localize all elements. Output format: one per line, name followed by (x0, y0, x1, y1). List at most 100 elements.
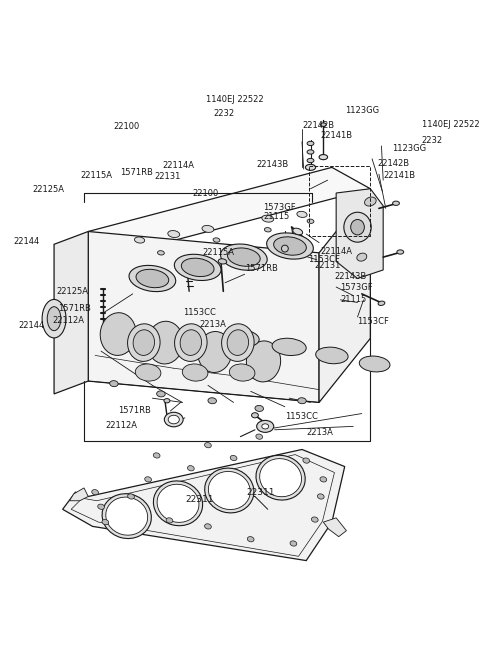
Ellipse shape (166, 518, 173, 523)
Ellipse shape (252, 413, 258, 418)
Ellipse shape (154, 481, 203, 526)
Text: 1153CC: 1153CC (183, 308, 216, 317)
Text: 1140EJ 22522: 1140EJ 22522 (206, 95, 264, 104)
Ellipse shape (198, 332, 232, 373)
Ellipse shape (316, 347, 348, 364)
Ellipse shape (260, 459, 301, 497)
Ellipse shape (145, 477, 152, 482)
Ellipse shape (188, 466, 194, 471)
Ellipse shape (164, 399, 170, 403)
Ellipse shape (360, 356, 390, 372)
Text: 1573GF: 1573GF (264, 203, 296, 212)
Ellipse shape (319, 154, 328, 160)
Text: 22125A: 22125A (57, 287, 89, 296)
Polygon shape (70, 488, 88, 501)
Text: 22131: 22131 (155, 172, 181, 181)
Ellipse shape (281, 245, 288, 252)
Ellipse shape (228, 248, 260, 266)
Text: 22142B: 22142B (302, 121, 335, 129)
Ellipse shape (208, 397, 216, 404)
Text: 22143B: 22143B (335, 272, 367, 281)
Ellipse shape (208, 472, 250, 510)
Text: 22142B: 22142B (377, 158, 409, 168)
Text: 22141B: 22141B (383, 171, 415, 181)
Text: 22112A: 22112A (52, 315, 84, 325)
Text: 22100: 22100 (192, 189, 218, 198)
Text: 2232: 2232 (421, 135, 443, 145)
Text: 22112A: 22112A (105, 421, 137, 430)
Text: 22114A: 22114A (162, 161, 194, 170)
Ellipse shape (42, 300, 66, 338)
Ellipse shape (307, 219, 314, 223)
Text: 22131: 22131 (315, 261, 341, 270)
Ellipse shape (290, 541, 297, 546)
Ellipse shape (98, 504, 105, 509)
Ellipse shape (222, 324, 254, 361)
Text: 1153CF: 1153CF (358, 317, 389, 326)
Ellipse shape (307, 150, 314, 154)
Polygon shape (54, 231, 88, 394)
Text: 22141B: 22141B (321, 131, 353, 141)
Ellipse shape (204, 468, 254, 513)
Polygon shape (319, 189, 371, 403)
Ellipse shape (135, 364, 161, 381)
Ellipse shape (293, 228, 302, 235)
Ellipse shape (220, 244, 267, 270)
Ellipse shape (247, 537, 254, 542)
Polygon shape (336, 189, 383, 279)
Ellipse shape (351, 219, 364, 235)
Ellipse shape (156, 391, 165, 397)
Ellipse shape (264, 227, 271, 232)
Ellipse shape (378, 301, 385, 306)
Ellipse shape (168, 415, 180, 424)
Ellipse shape (246, 341, 281, 382)
Text: 1571RB: 1571RB (58, 304, 91, 313)
Ellipse shape (255, 405, 264, 411)
Ellipse shape (213, 238, 220, 242)
Ellipse shape (303, 458, 310, 463)
Ellipse shape (128, 494, 134, 499)
Text: 22143B: 22143B (256, 160, 288, 169)
Ellipse shape (227, 330, 249, 355)
Ellipse shape (320, 477, 327, 482)
Text: 1123GG: 1123GG (346, 106, 380, 115)
Ellipse shape (225, 330, 259, 347)
Ellipse shape (272, 338, 306, 355)
Ellipse shape (202, 225, 214, 233)
Ellipse shape (204, 524, 211, 529)
Ellipse shape (102, 520, 109, 525)
Text: 22100: 22100 (114, 122, 140, 131)
Ellipse shape (257, 420, 274, 432)
Polygon shape (88, 231, 319, 403)
Ellipse shape (267, 233, 313, 259)
Ellipse shape (182, 364, 208, 381)
Ellipse shape (320, 123, 326, 126)
Text: 1153CF: 1153CF (309, 256, 340, 265)
Ellipse shape (307, 158, 314, 163)
Polygon shape (324, 518, 347, 537)
Ellipse shape (106, 497, 148, 535)
Ellipse shape (47, 307, 61, 330)
Ellipse shape (100, 313, 136, 355)
Ellipse shape (102, 493, 151, 539)
Ellipse shape (230, 455, 237, 461)
Text: 1140EJ 22522: 1140EJ 22522 (421, 120, 479, 129)
Text: 2213A: 2213A (199, 319, 226, 328)
Text: 1571RB: 1571RB (118, 407, 151, 415)
Ellipse shape (393, 201, 399, 206)
Ellipse shape (168, 231, 180, 238)
Text: 22115A: 22115A (202, 248, 234, 258)
Polygon shape (62, 449, 345, 560)
Text: 1571RB: 1571RB (120, 168, 153, 177)
Text: 22311: 22311 (246, 487, 275, 497)
Ellipse shape (256, 434, 263, 440)
Ellipse shape (109, 380, 118, 386)
Text: 1123GG: 1123GG (392, 144, 426, 153)
Ellipse shape (157, 484, 199, 522)
Ellipse shape (136, 269, 168, 288)
Ellipse shape (364, 197, 376, 206)
Text: 1573GF: 1573GF (340, 283, 373, 292)
Ellipse shape (397, 250, 404, 254)
Ellipse shape (307, 141, 314, 146)
Text: 22144: 22144 (18, 321, 45, 330)
